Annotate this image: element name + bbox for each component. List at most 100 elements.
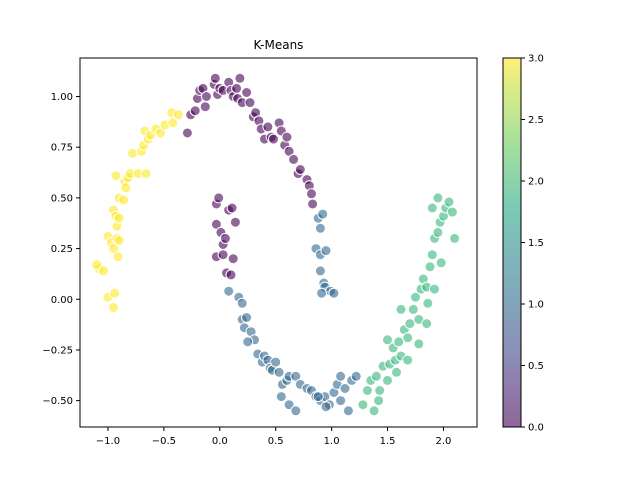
data-point-cluster-1 (236, 297, 248, 309)
data-point-cluster-0 (217, 249, 229, 261)
data-point-cluster-2 (426, 202, 438, 214)
data-point-cluster-0 (231, 82, 243, 94)
data-point-cluster-0 (199, 101, 211, 113)
y-tick-label: 1.00 (51, 92, 73, 103)
y-tick-label: 0.00 (51, 295, 73, 306)
data-point-cluster-0 (225, 269, 237, 281)
data-point-cluster-2 (395, 303, 407, 315)
data-point-cluster-2 (432, 192, 444, 204)
data-point-cluster-2 (429, 283, 440, 295)
x-tick-label: 0.5 (268, 436, 284, 447)
data-point-cluster-1 (339, 383, 351, 394)
data-point-cluster-0 (229, 216, 241, 228)
colorbar (503, 58, 521, 427)
chart-title: K-Means (254, 38, 304, 52)
data-point-cluster-2 (421, 318, 433, 330)
data-point-cluster-2 (368, 405, 380, 417)
data-point-cluster-1 (314, 265, 326, 277)
data-point-cluster-2 (404, 318, 416, 330)
data-point-cluster-0 (189, 105, 201, 117)
data-point-cluster-0 (268, 133, 279, 145)
colorbar-tick-label: 0.5 (528, 361, 544, 372)
x-tick-label: −1.0 (96, 436, 120, 447)
colorbar-tick-label: 2.5 (528, 115, 544, 126)
data-point-cluster-2 (410, 291, 421, 303)
y-tick-label: −0.50 (42, 396, 73, 407)
data-point-cluster-2 (449, 232, 461, 244)
y-tick-label: 0.75 (51, 143, 73, 154)
data-point-cluster-2 (357, 399, 369, 411)
data-point-cluster-2 (391, 366, 402, 378)
data-point-cluster-1 (328, 287, 340, 299)
data-point-cluster-3 (118, 194, 130, 206)
data-point-cluster-1 (290, 405, 302, 417)
data-point-cluster-3 (167, 117, 179, 129)
data-point-cluster-0 (262, 121, 274, 133)
data-point-cluster-2 (426, 249, 438, 261)
data-point-cluster-2 (374, 385, 386, 396)
data-point-cluster-0 (181, 127, 193, 139)
y-tick-label: 0.50 (51, 193, 73, 204)
data-point-cluster-0 (307, 198, 319, 210)
data-point-cluster-1 (342, 405, 354, 417)
colorbar-tick-label: 3.0 (528, 54, 544, 65)
data-point-cluster-0 (226, 202, 238, 214)
data-point-cluster-0 (241, 87, 253, 98)
data-point-cluster-3 (113, 235, 125, 246)
data-point-cluster-1 (335, 370, 347, 382)
data-point-cluster-0 (213, 192, 225, 204)
data-point-cluster-0 (244, 97, 256, 109)
scatter-points (91, 72, 461, 417)
data-point-cluster-1 (275, 391, 287, 403)
colorbar-tick-label: 0.0 (528, 423, 544, 434)
x-tick-label: 0.0 (212, 436, 228, 447)
data-point-cluster-0 (219, 232, 231, 244)
data-point-cluster-3 (109, 287, 121, 299)
data-point-cluster-1 (316, 287, 328, 299)
data-point-cluster-1 (273, 366, 285, 378)
data-point-cluster-0 (234, 72, 246, 84)
data-point-cluster-1 (242, 336, 254, 348)
data-point-cluster-2 (443, 196, 455, 208)
data-point-cluster-2 (361, 385, 373, 396)
y-tick-label: −0.25 (42, 345, 73, 356)
plot-frame (79, 57, 478, 428)
data-point-cluster-1 (335, 395, 347, 407)
data-point-cluster-1 (320, 245, 332, 257)
data-point-cluster-0 (294, 164, 306, 175)
data-point-cluster-3 (110, 170, 122, 182)
data-point-cluster-1 (270, 356, 282, 368)
y-tick-label: 0.25 (51, 244, 73, 255)
data-point-cluster-3 (140, 168, 152, 180)
data-point-cluster-2 (382, 334, 393, 346)
data-point-cluster-3 (108, 301, 119, 313)
data-point-cluster-1 (317, 208, 329, 220)
data-point-cluster-0 (306, 188, 317, 200)
data-point-cluster-2 (432, 226, 444, 238)
data-point-cluster-2 (422, 297, 434, 309)
data-point-cluster-2 (373, 395, 385, 407)
data-point-cluster-3 (127, 147, 139, 159)
colorbar-tick-label: 1.0 (528, 300, 544, 311)
data-point-cluster-0 (227, 253, 239, 265)
data-point-cluster-1 (350, 370, 362, 382)
colorbar-tick-label: 1.5 (528, 238, 544, 249)
data-point-cluster-1 (283, 399, 295, 411)
colorbar-tick-label: 2.0 (528, 177, 544, 188)
data-point-cluster-2 (424, 261, 436, 273)
data-point-cluster-1 (223, 285, 235, 297)
data-point-cluster-3 (98, 265, 109, 277)
data-point-cluster-3 (112, 251, 124, 263)
colorbar-axis: 0.0 0.5 1.0 1.5 2.0 2.5 3.0 (521, 54, 544, 434)
data-point-cluster-2 (402, 354, 414, 366)
data-point-cluster-2 (402, 332, 414, 344)
data-point-cluster-0 (288, 153, 300, 165)
data-point-cluster-3 (120, 182, 132, 194)
y-axis: −0.50 −0.25 0.00 0.25 0.50 0.75 1.00 (42, 92, 80, 407)
data-point-cluster-2 (370, 370, 382, 382)
data-point-cluster-0 (281, 131, 293, 143)
data-point-cluster-2 (446, 206, 458, 218)
data-point-cluster-2 (413, 338, 425, 350)
data-point-cluster-1 (314, 222, 326, 234)
